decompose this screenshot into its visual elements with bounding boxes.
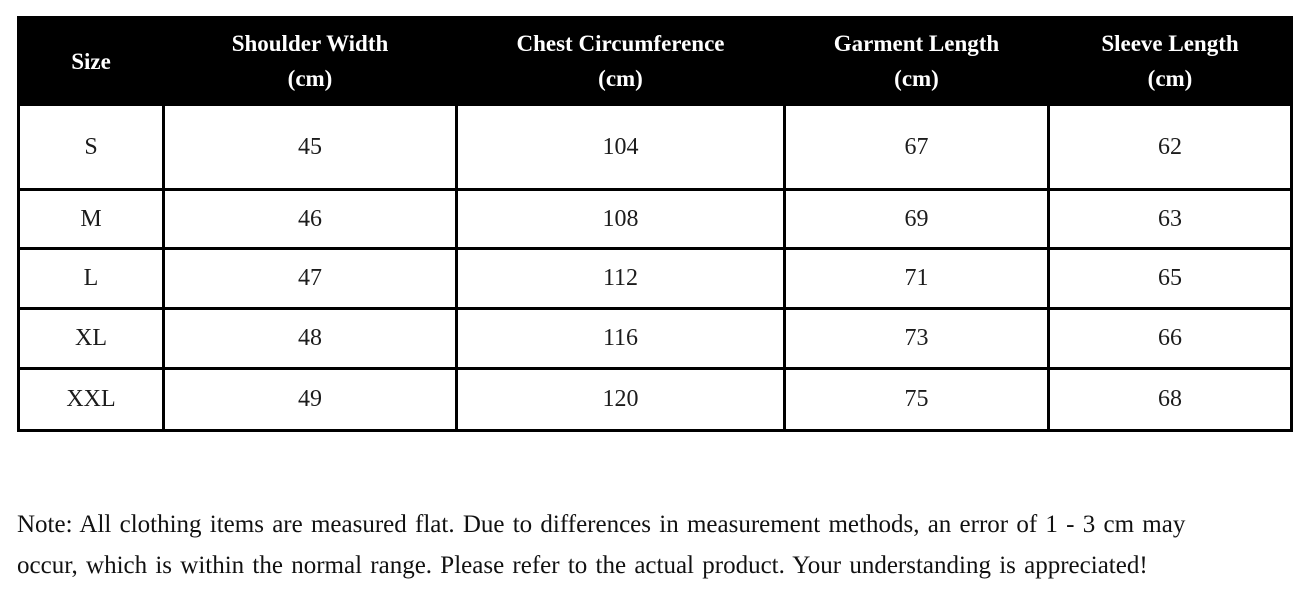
- header-cell-shoulder-width: Shoulder Width (cm): [162, 16, 458, 106]
- size-cell: XXL: [17, 367, 165, 432]
- table-row-l: L 47 112 71 65: [17, 247, 1293, 310]
- header-cell-garment-length: Garment Length (cm): [783, 16, 1050, 106]
- header-label-garment-length: Garment Length: [833, 31, 1000, 56]
- chest-circumference-cell: 120: [455, 367, 786, 432]
- header-unit-sleeve-length: (cm): [1147, 66, 1193, 91]
- header-cell-sleeve-length: Sleeve Length (cm): [1047, 16, 1293, 106]
- size-cell: L: [17, 247, 165, 310]
- measurement-note-line-2: occur, which is within the normal range.…: [17, 552, 1148, 579]
- sleeve-length-cell: 68: [1047, 367, 1293, 432]
- garment-length-cell: 67: [783, 103, 1050, 191]
- shoulder-width-cell: 48: [162, 307, 458, 370]
- header-label-sleeve-length: Sleeve Length: [1101, 31, 1239, 56]
- header-label-size: Size: [71, 48, 111, 74]
- measurement-note-line-1: Note: All clothing items are measured fl…: [17, 511, 1186, 538]
- sleeve-length-cell: 63: [1047, 188, 1293, 250]
- table-row-m: M 46 108 69 63: [17, 188, 1293, 250]
- header-cell-size: Size: [17, 16, 165, 106]
- size-cell: M: [17, 188, 165, 250]
- garment-length-cell: 71: [783, 247, 1050, 310]
- chest-circumference-cell: 108: [455, 188, 786, 250]
- chest-circumference-cell: 116: [455, 307, 786, 370]
- garment-length-cell: 75: [783, 367, 1050, 432]
- size-cell: S: [17, 103, 165, 191]
- header-row: Size Shoulder Width (cm) Chest Circumfer…: [17, 16, 1293, 106]
- header-label-shoulder-width: Shoulder Width: [231, 31, 389, 56]
- garment-length-cell: 73: [783, 307, 1050, 370]
- header-cell-chest-circumference: Chest Circumference (cm): [455, 16, 786, 106]
- measurement-note: Note: All clothing items are measured fl…: [17, 504, 1297, 586]
- table-row-xl: XL 48 116 73 66: [17, 307, 1293, 370]
- size-chart-body: S 45 104 67 62 M 46 108 69 63 L 47 112 7…: [17, 103, 1293, 432]
- garment-length-cell: 69: [783, 188, 1050, 250]
- header-unit-chest-circumference: (cm): [598, 66, 643, 91]
- sleeve-length-cell: 62: [1047, 103, 1293, 191]
- shoulder-width-cell: 49: [162, 367, 458, 432]
- size-chart-header: Size Shoulder Width (cm) Chest Circumfer…: [17, 16, 1293, 106]
- chest-circumference-cell: 104: [455, 103, 786, 191]
- size-cell: XL: [17, 307, 165, 370]
- shoulder-width-cell: 47: [162, 247, 458, 310]
- shoulder-width-cell: 46: [162, 188, 458, 250]
- sleeve-length-cell: 66: [1047, 307, 1293, 370]
- table-row-s: S 45 104 67 62: [17, 103, 1293, 191]
- header-unit-shoulder-width: (cm): [287, 66, 333, 91]
- chest-circumference-cell: 112: [455, 247, 786, 310]
- shoulder-width-cell: 45: [162, 103, 458, 191]
- header-label-chest-circumference: Chest Circumference: [516, 31, 725, 56]
- sleeve-length-cell: 65: [1047, 247, 1293, 310]
- size-chart-table: Size Shoulder Width (cm) Chest Circumfer…: [17, 16, 1293, 432]
- header-unit-garment-length: (cm): [894, 66, 939, 91]
- table-row-xxl: XXL 49 120 75 68: [17, 367, 1293, 432]
